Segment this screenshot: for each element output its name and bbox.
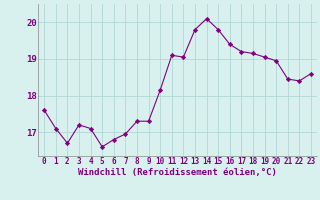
X-axis label: Windchill (Refroidissement éolien,°C): Windchill (Refroidissement éolien,°C) [78,168,277,177]
